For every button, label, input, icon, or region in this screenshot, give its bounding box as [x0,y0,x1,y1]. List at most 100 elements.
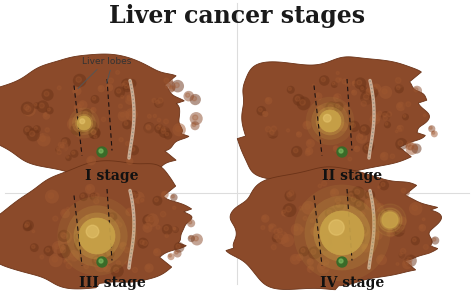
Circle shape [287,86,295,94]
Circle shape [360,135,363,137]
Circle shape [284,190,296,202]
Circle shape [99,251,103,256]
Circle shape [336,78,340,82]
Circle shape [274,229,279,234]
Circle shape [154,124,164,134]
Circle shape [80,241,92,253]
Circle shape [173,249,182,257]
Circle shape [281,209,289,216]
Circle shape [317,261,330,274]
Circle shape [74,88,78,92]
Circle shape [97,147,107,157]
Circle shape [87,243,92,248]
Circle shape [55,244,60,249]
Circle shape [407,257,412,262]
Circle shape [62,233,67,239]
Circle shape [422,218,425,221]
Circle shape [365,145,369,150]
Circle shape [114,68,124,78]
Circle shape [261,226,265,230]
Circle shape [150,96,161,107]
Circle shape [94,229,104,239]
Circle shape [90,193,98,200]
Circle shape [379,180,389,190]
Circle shape [316,105,324,113]
Circle shape [265,126,271,132]
Circle shape [96,231,100,235]
Text: II stage: II stage [322,169,382,183]
Circle shape [108,78,113,83]
Circle shape [152,113,160,121]
Circle shape [46,248,50,252]
Circle shape [101,245,108,252]
Circle shape [333,75,345,87]
Circle shape [379,203,386,210]
Circle shape [300,100,305,105]
Circle shape [105,75,118,88]
Circle shape [311,102,349,140]
Circle shape [121,95,124,98]
Circle shape [191,234,203,245]
Circle shape [387,112,392,117]
Circle shape [117,102,127,112]
Circle shape [306,97,354,145]
Circle shape [175,126,181,132]
Circle shape [97,232,105,239]
Circle shape [131,90,134,93]
Circle shape [301,214,311,224]
Circle shape [300,228,304,231]
Circle shape [32,230,35,233]
Circle shape [126,142,129,146]
Circle shape [345,80,351,87]
Circle shape [344,106,347,109]
Circle shape [152,98,156,103]
Circle shape [23,103,36,117]
Circle shape [162,192,165,195]
Circle shape [43,126,54,136]
Circle shape [34,127,37,130]
Circle shape [189,236,192,239]
Circle shape [61,233,65,237]
Circle shape [79,192,88,201]
Circle shape [119,242,128,250]
Circle shape [365,190,375,201]
Circle shape [354,199,366,211]
Circle shape [156,126,160,130]
Circle shape [53,216,58,221]
Circle shape [433,238,436,241]
Circle shape [104,249,115,259]
Circle shape [341,105,352,115]
Circle shape [106,234,118,246]
Circle shape [334,146,337,149]
Circle shape [106,243,110,247]
Circle shape [377,205,381,208]
Circle shape [72,86,82,96]
Circle shape [319,178,331,191]
Circle shape [365,88,374,96]
Circle shape [402,259,412,269]
Circle shape [263,112,265,114]
Circle shape [395,261,402,269]
Circle shape [317,106,320,110]
Circle shape [156,100,160,104]
Circle shape [86,120,98,132]
Circle shape [146,213,159,227]
Circle shape [340,123,344,127]
Circle shape [84,214,91,221]
Circle shape [383,113,387,117]
Circle shape [392,74,406,88]
Circle shape [125,261,128,264]
Circle shape [397,216,407,226]
Circle shape [367,200,372,206]
Circle shape [379,86,392,99]
Circle shape [323,241,328,246]
Circle shape [163,80,175,93]
Circle shape [412,205,418,210]
Circle shape [339,78,342,80]
Circle shape [189,221,192,224]
Circle shape [398,103,401,107]
Circle shape [85,215,89,218]
Circle shape [321,181,327,186]
Circle shape [89,127,100,139]
Circle shape [137,238,148,249]
